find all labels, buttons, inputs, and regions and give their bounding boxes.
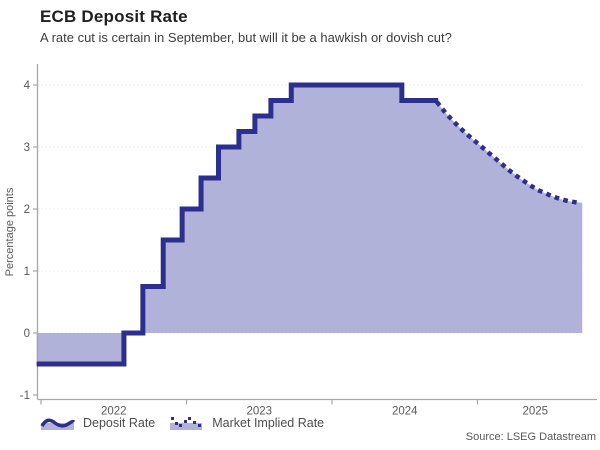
solid-wave-swatch-icon [40, 418, 76, 430]
y-axis-title: Percentage points [4, 187, 16, 276]
y-tick-label: 0 [24, 328, 30, 340]
y-tick-label: 3 [24, 142, 30, 154]
x-tick-label: 2024 [392, 406, 418, 418]
chart-legend: Deposit Rate Market Implied Rate [40, 415, 324, 431]
legend-item-deposit-rate: Deposit Rate [40, 415, 155, 431]
source-attribution: Source: LSEG Datastream [465, 431, 596, 443]
dotted-wave-swatch-icon [170, 417, 203, 430]
legend-item-market-implied-rate: Market Implied Rate [169, 415, 324, 431]
market-implied-rate-line [435, 100, 585, 206]
x-tick-label: 2022 [101, 406, 127, 418]
x-tick-label: 2025 [522, 406, 548, 418]
chart-subtitle: A rate cut is certain in September, but … [40, 30, 452, 45]
y-tick-label: -1 [20, 390, 30, 402]
deposit-rate-line [36, 82, 439, 367]
chart-title: ECB Deposit Rate [40, 7, 188, 26]
legend-label-deposit-rate: Deposit Rate [83, 416, 156, 430]
y-tick-label: 2 [24, 204, 30, 216]
legend-label-market-implied-rate: Market Implied Rate [212, 416, 325, 430]
x-tick-label: 2023 [246, 406, 272, 418]
y-tick-label: 1 [24, 266, 30, 278]
rate-area-fill [36, 85, 583, 364]
y-tick-label: 4 [24, 80, 31, 92]
